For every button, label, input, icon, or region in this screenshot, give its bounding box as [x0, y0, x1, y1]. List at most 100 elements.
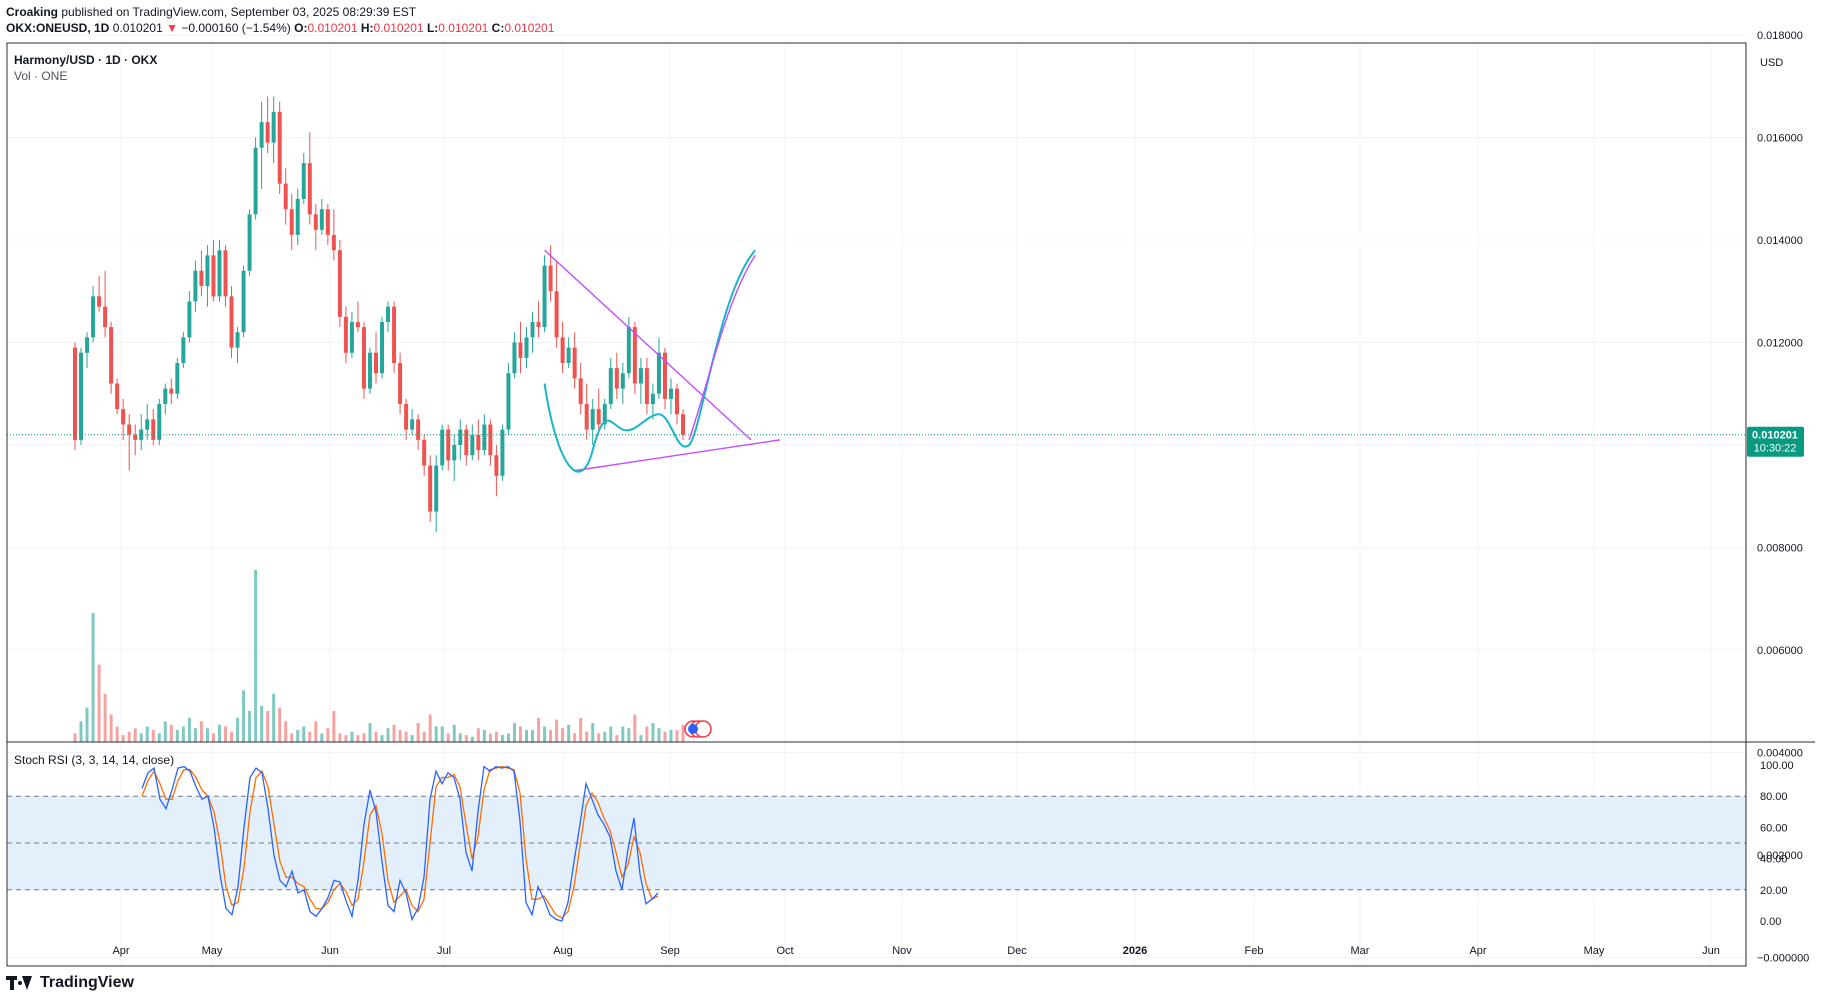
volume-bar — [332, 711, 336, 742]
candle — [235, 327, 240, 363]
candle — [253, 137, 258, 220]
drawings[interactable] — [543, 249, 781, 473]
candle-body — [416, 419, 421, 440]
volume-bar — [561, 728, 565, 742]
candle-body — [157, 404, 162, 440]
symbol-line: OKX:ONEUSD, 1D — [6, 21, 110, 35]
candle — [584, 383, 589, 440]
candle — [295, 188, 300, 246]
candle — [488, 419, 493, 466]
symbol-title[interactable]: Harmony/USD · 1D · OKX — [14, 53, 158, 67]
volume-bar — [260, 705, 264, 742]
candle-body — [644, 368, 649, 404]
candle — [650, 383, 655, 420]
candle-body — [536, 322, 541, 328]
volume-bar — [440, 726, 444, 742]
volume-bar — [651, 723, 655, 742]
volume-bar — [217, 724, 221, 742]
candle — [392, 301, 397, 374]
price-tick-label: 0.012000 — [1757, 338, 1803, 350]
candle-body — [271, 111, 276, 143]
candle — [109, 322, 114, 394]
candle — [301, 152, 306, 205]
price-axis[interactable]: USD0.0240000.0220000.0200000.0180000.016… — [1757, 0, 1809, 965]
volume-legend[interactable]: Vol · ONE — [14, 69, 68, 83]
candle — [139, 414, 144, 451]
volume-bar — [615, 735, 619, 742]
time-tick-label: Aug — [553, 945, 573, 957]
volume-bar — [356, 735, 360, 742]
volume-bar — [621, 726, 625, 742]
volume-bar — [320, 733, 324, 742]
candle-body — [554, 291, 559, 338]
volume-bar — [531, 729, 535, 742]
currency-label: USD — [1760, 57, 1783, 69]
candle — [440, 424, 445, 471]
candle — [374, 332, 378, 384]
candle — [151, 409, 156, 445]
candle-body — [163, 388, 168, 404]
price-tick-label: 0.008000 — [1757, 543, 1803, 555]
candle-body — [434, 465, 439, 512]
high-value: 0.010201 — [373, 21, 424, 35]
candle-body — [253, 147, 258, 215]
volume-bar — [175, 729, 179, 742]
stoch-legend[interactable]: Stoch RSI (3, 3, 14, 14, close) — [14, 753, 175, 767]
price-tick-label: 0.016000 — [1757, 133, 1803, 145]
candle-body — [121, 409, 126, 425]
candle — [91, 286, 96, 343]
volume-bar — [181, 726, 185, 742]
volume-bar — [169, 724, 173, 742]
price-tick-label: −0.000000 — [1757, 953, 1809, 965]
candle — [518, 322, 523, 374]
volume-bar — [224, 726, 227, 742]
volume-bar — [506, 733, 510, 742]
volume-bar — [404, 731, 408, 742]
candle-body — [355, 322, 360, 328]
volume-bar — [145, 726, 149, 742]
volume-bar — [681, 724, 685, 742]
time-axis[interactable]: Apr May Jun Jul Aug Sep Oct Nov Dec 2026 Feb Mar Apr… — [112, 945, 1719, 957]
stoch-tick-label: 100.00 — [1760, 760, 1794, 772]
volume-bar — [392, 724, 396, 742]
time-tick-label: Feb — [1245, 945, 1264, 957]
volume-bar — [362, 733, 366, 742]
candle — [199, 250, 204, 297]
author-name[interactable]: Croaking — [6, 5, 59, 19]
volume-bar — [567, 724, 571, 742]
candle-body — [301, 163, 306, 199]
candle-body — [608, 368, 613, 404]
candle — [223, 245, 228, 307]
volume-bar — [151, 729, 155, 742]
candle — [187, 291, 192, 343]
candle — [307, 132, 312, 225]
candle-body — [530, 322, 535, 338]
stoch-axis[interactable]: 100.00 80.00 60.00 40.00 20.00 0.00 — [1760, 760, 1794, 928]
volume-bar — [458, 733, 462, 742]
volume-bar — [368, 723, 372, 742]
candle — [133, 424, 138, 456]
candle — [554, 260, 559, 348]
candle — [560, 322, 565, 374]
candle-body — [452, 445, 457, 461]
candle — [205, 245, 210, 307]
candle-body — [566, 347, 571, 363]
candle-body — [638, 368, 643, 384]
candle-body — [668, 388, 673, 399]
candle-body — [229, 296, 234, 348]
candle-body — [476, 434, 481, 451]
candle-body — [247, 214, 252, 271]
volume-bar — [193, 728, 197, 742]
candle-body — [548, 265, 553, 292]
volume-bar — [139, 733, 143, 742]
volume-bar — [639, 735, 643, 742]
volume-bar — [410, 735, 414, 742]
time-tick-label: Oct — [776, 945, 793, 957]
candle-body — [470, 434, 475, 456]
volume-bar — [500, 735, 504, 742]
candle-body — [500, 429, 505, 476]
candle — [157, 398, 162, 445]
candle-body — [151, 419, 156, 440]
